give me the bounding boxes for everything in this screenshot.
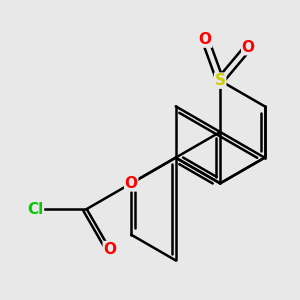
Text: O: O — [125, 176, 138, 191]
Text: O: O — [103, 242, 116, 256]
Text: O: O — [242, 40, 255, 55]
Text: S: S — [215, 73, 226, 88]
Text: O: O — [199, 32, 212, 47]
Text: Cl: Cl — [27, 202, 44, 217]
